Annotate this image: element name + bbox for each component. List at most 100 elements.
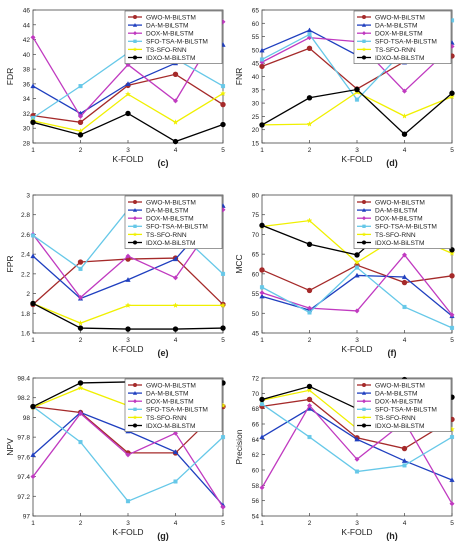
x-tick-label: 4 (403, 520, 407, 527)
data-point (449, 325, 455, 330)
y-tick-label: 2 (26, 291, 30, 298)
y-tick-label: 45 (252, 61, 260, 68)
data-point (401, 113, 408, 119)
legend-marker (133, 55, 137, 60)
y-tick-label: 60 (252, 468, 260, 475)
y-tick-label: 36 (23, 81, 31, 88)
data-point (307, 32, 312, 37)
legend-marker (133, 407, 137, 411)
data-point (125, 452, 131, 458)
legend-marker (362, 15, 366, 19)
data-point (306, 217, 313, 224)
x-tick-label: 2 (79, 520, 83, 527)
x-tick-label: 5 (450, 337, 454, 344)
y-tick-label: 20 (252, 127, 260, 134)
data-point (354, 308, 360, 314)
data-point (259, 396, 265, 403)
legend-label: DA-M-BiLSTM (146, 391, 189, 398)
chart-panel-4: 97 97.2 97.4 97.6 97.8 98 98.2 98.4 1 2 3 4 5 K-FOLD N… (5, 376, 226, 541)
y-tick-label: 55 (252, 34, 260, 41)
data-point (449, 434, 455, 440)
y-tick-label: 50 (252, 311, 260, 318)
y-tick-label: 98.4 (17, 376, 30, 383)
y-tick-label: 97 (23, 514, 31, 521)
data-point (402, 304, 407, 310)
data-point (77, 380, 84, 386)
data-point (306, 383, 313, 390)
legend-marker (361, 391, 367, 395)
data-point (172, 256, 179, 262)
x-tick-label: 3 (126, 520, 130, 527)
data-point (401, 458, 408, 463)
legend-marker (132, 216, 138, 221)
x-tick-label: 1 (31, 147, 35, 154)
legend-label: DOX-M-BiLSTM (375, 216, 423, 223)
legend-marker (361, 47, 367, 52)
data-point (306, 387, 313, 393)
data-point (77, 132, 84, 138)
x-tick-label: 3 (355, 520, 359, 527)
data-point (354, 265, 360, 270)
x-tick-label: 1 (260, 147, 264, 154)
y-tick-label: 68 (252, 406, 260, 413)
x-tick-label: 4 (174, 520, 178, 527)
x-tick-label: 5 (450, 147, 454, 154)
data-point (172, 430, 179, 436)
x-tick-label: 5 (221, 520, 225, 527)
data-point (306, 95, 313, 101)
data-point (449, 312, 455, 318)
legend-label: SFO-TSA-M-BiLSTM (375, 407, 437, 414)
data-point (259, 434, 265, 440)
legend: GWO-M-BiLSTM DA-M-BiLSTMDOX-M-BiLSTMSFO-T… (124, 10, 223, 64)
data-point (259, 63, 265, 70)
data-point (449, 501, 455, 507)
x-tick-label: 3 (355, 147, 359, 154)
x-tick-label: 1 (31, 520, 35, 527)
data-point (78, 440, 83, 445)
data-point (125, 326, 131, 332)
legend-label: SFO-TSA-M-BiLSTM (146, 224, 208, 231)
x-tick-label: 4 (403, 337, 407, 344)
legend: GWO-M-BiLSTM DA-M-BiLSTMDOX-M-BiLSTMSFO-T… (124, 195, 223, 249)
data-point (172, 326, 179, 332)
data-point (220, 90, 226, 97)
x-tick-label: 1 (31, 337, 35, 344)
legend-marker (362, 224, 366, 228)
x-tick-label: 3 (355, 337, 359, 344)
data-point (354, 86, 360, 93)
x-axis-label: K-FOLD (112, 527, 143, 537)
legend-label: DA-M-BiLSTM (375, 23, 418, 30)
x-tick-label: 2 (308, 337, 312, 344)
legend-label: DOX-M-BiLSTM (146, 399, 194, 406)
y-tick-label: 50 (252, 47, 260, 54)
y-tick-label: 34 (23, 96, 31, 103)
x-axis-label: K-FOLD (112, 344, 143, 354)
legend-marker (132, 415, 138, 420)
data-point (401, 279, 408, 286)
legend-marker (132, 399, 138, 404)
legend-box (124, 10, 223, 64)
y-tick-label: 3 (26, 193, 30, 200)
data-point (354, 97, 360, 102)
panel-label: (h) (386, 531, 398, 541)
legend-label: DOX-M-BiLSTM (146, 216, 194, 223)
x-tick-label: 5 (221, 337, 225, 344)
x-tick-label: 3 (126, 147, 130, 154)
y-tick-label: 42 (23, 37, 31, 44)
data-point (78, 266, 83, 271)
y-tick-label: 25 (252, 114, 260, 121)
data-point (220, 84, 226, 89)
y-tick-label: 97.2 (17, 494, 30, 501)
data-point (307, 434, 312, 440)
y-axis-label: Precision (234, 429, 244, 464)
data-point (259, 267, 265, 273)
data-point (125, 110, 131, 117)
data-point (30, 253, 36, 259)
legend: GWO-M-BiLSTM DA-M-BiLSTMDOX-M-BiLSTMSFO-T… (124, 378, 223, 432)
x-tick-label: 1 (260, 520, 264, 527)
data-point (77, 119, 84, 126)
data-point (30, 403, 36, 410)
legend-box (353, 10, 452, 64)
